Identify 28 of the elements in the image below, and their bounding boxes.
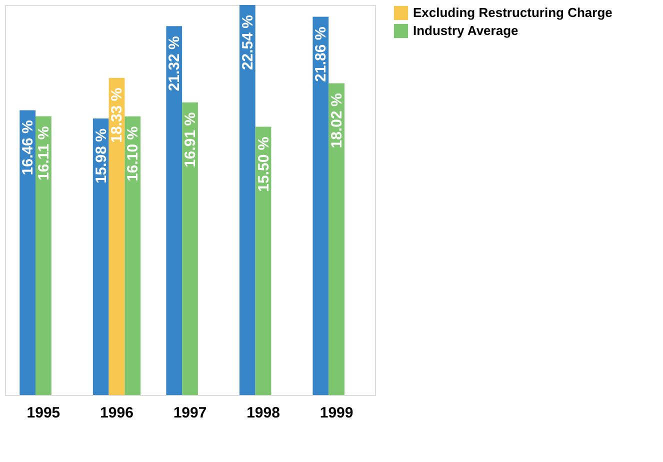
data-label: 16.11 % (35, 126, 52, 180)
data-label: 21.86 % (312, 26, 330, 82)
bar (20, 110, 36, 395)
bar (312, 16, 329, 395)
legend-label: Industry Average (413, 23, 518, 38)
x-tick-label: 1999 (320, 404, 354, 422)
x-tick-label: 1997 (173, 404, 207, 422)
bar (36, 116, 52, 395)
data-label: 15.50 % (255, 136, 272, 192)
bar (255, 126, 272, 395)
bar (182, 102, 198, 395)
data-label: 21.32 % (166, 36, 184, 92)
data-label: 18.02 % (328, 93, 346, 148)
data-label: 18.33 % (108, 88, 126, 143)
bar (166, 26, 182, 395)
bar (239, 5, 256, 395)
data-label: 16.91 % (182, 112, 199, 168)
bar (328, 83, 344, 395)
data-label: 16.46 % (20, 120, 37, 176)
data-label: 16.10 % (124, 126, 142, 182)
data-label: 22.54 % (239, 15, 256, 70)
x-tick-label: 1995 (26, 404, 60, 422)
bar (108, 78, 125, 395)
x-tick-label: 1996 (100, 404, 134, 422)
data-label: 15.98 % (92, 128, 110, 184)
bar (92, 118, 109, 395)
legend-label: Excluding Restructuring Charge (413, 5, 612, 20)
x-tick-label: 1998 (246, 404, 280, 422)
